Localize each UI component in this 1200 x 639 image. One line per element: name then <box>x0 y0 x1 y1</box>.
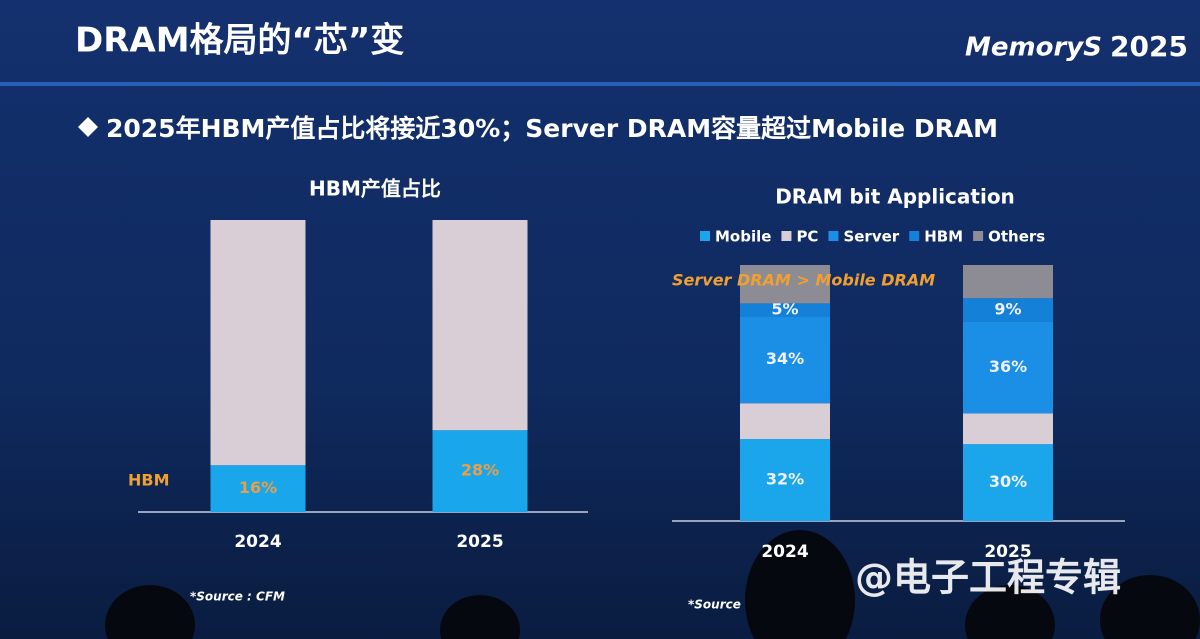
slide-title: DRAM格局的“芯”变 <box>75 21 404 61</box>
legend-swatch <box>700 231 710 241</box>
data-label: 5% <box>771 299 798 318</box>
legend-swatch <box>828 231 839 241</box>
logo: MemoryS <box>965 33 1102 63</box>
legend-swatch <box>973 231 984 241</box>
data-label: 36% <box>989 357 1027 376</box>
bar-segment <box>963 321 1053 414</box>
bar-segment <box>210 220 306 466</box>
data-label: 32% <box>766 470 804 489</box>
chart-title: DRAM bit Application <box>775 185 1015 209</box>
data-label: 28% <box>461 461 499 480</box>
x-tick-label: 2024 <box>761 542 808 562</box>
legend-label: PC <box>796 228 818 246</box>
bar-segment <box>740 403 830 440</box>
logo-year: 2025 <box>1110 30 1188 63</box>
bar-segment <box>740 265 830 304</box>
subtitle: 2025年HBM产值占比将接近30%；Server DRAM容量超过Mobile… <box>106 114 998 143</box>
bar-segment <box>963 265 1053 299</box>
source: *Source : CFM <box>190 590 285 604</box>
legend-label: HBM <box>128 471 170 490</box>
bar-segment <box>963 413 1053 445</box>
legend-label: Mobile <box>715 228 771 246</box>
source: *Source . <box>688 598 750 612</box>
data-label: 30% <box>989 472 1027 491</box>
x-tick-label: 2025 <box>984 542 1031 562</box>
legend-label: HBM <box>924 228 963 246</box>
legend-label: Server <box>843 228 899 246</box>
bar-segment <box>963 444 1053 521</box>
x-tick-label: 2025 <box>456 532 503 552</box>
legend-swatch <box>909 231 920 241</box>
bar-segment <box>740 303 830 317</box>
data-label: 16% <box>239 478 277 497</box>
header-rule <box>0 82 1200 86</box>
watermark: @电子工程专辑 <box>855 556 1121 600</box>
data-label: 9% <box>994 299 1021 318</box>
legend-swatch <box>781 231 792 241</box>
annotation: Server DRAM > Mobile DRAM <box>672 271 935 290</box>
bar-segment <box>432 220 528 431</box>
x-tick-label: 2024 <box>234 532 281 552</box>
chart-title: HBM产值占比 <box>309 177 441 201</box>
legend-label: Others <box>988 228 1045 246</box>
data-label: 34% <box>766 349 804 368</box>
audience <box>105 530 1200 639</box>
bar-segment <box>432 430 528 512</box>
bar-segment <box>210 465 306 512</box>
bar-segment <box>963 298 1053 322</box>
bar-segment <box>740 316 830 404</box>
bullet <box>78 117 98 137</box>
bar-segment <box>740 439 830 521</box>
